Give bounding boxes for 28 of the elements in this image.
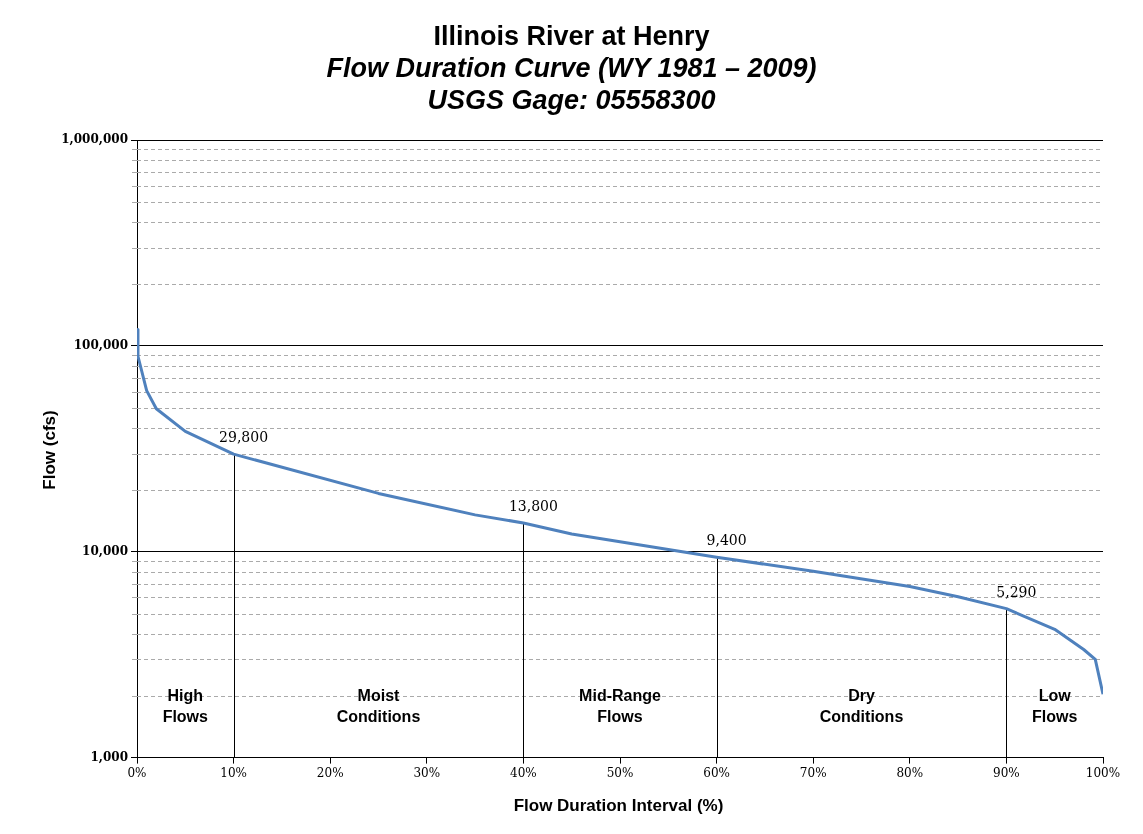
y-tick-label: 100,000: [73, 337, 128, 352]
chart-subtitle: Flow Duration Curve (WY 1981 – 2009) USGS Gage: 05558300: [325, 52, 818, 116]
annotation: Dry Conditions: [819, 686, 904, 725]
annotation: 13,800: [508, 497, 558, 514]
x-tick-label: 60%: [703, 765, 730, 780]
annotation: 9,400: [706, 532, 747, 549]
y-axis-title: Flow (cfs): [39, 410, 60, 490]
x-tick-label: 40%: [510, 765, 537, 780]
y-tick-label: 1,000: [90, 749, 128, 764]
annotation: Mid-Range Flows: [579, 686, 661, 725]
y-tick-label: 10,000: [82, 543, 128, 558]
chart-title: Illinois River at Henry: [432, 20, 711, 52]
x-axis-title: Flow Duration Interval (%): [512, 796, 725, 816]
x-tick-label: 80%: [896, 765, 924, 780]
annotation: 29,800: [219, 429, 269, 446]
x-tick-label: 50%: [606, 765, 634, 780]
x-tick-label: 70%: [799, 765, 827, 780]
x-tick-label: 30%: [413, 765, 441, 780]
annotation: Low Flows: [1032, 686, 1078, 725]
x-tick-label: 100%: [1085, 765, 1121, 780]
x-tick-label: 0%: [127, 765, 147, 780]
x-tick-label: 90%: [993, 765, 1020, 780]
y-tick-label: 1,000,000: [61, 132, 128, 147]
annotation: High Flows: [162, 686, 209, 725]
annotation: Moist Conditions: [336, 686, 421, 725]
annotation: 5,290: [996, 583, 1037, 600]
x-tick-label: 10%: [220, 765, 247, 780]
x-tick-label: 20%: [316, 765, 344, 780]
